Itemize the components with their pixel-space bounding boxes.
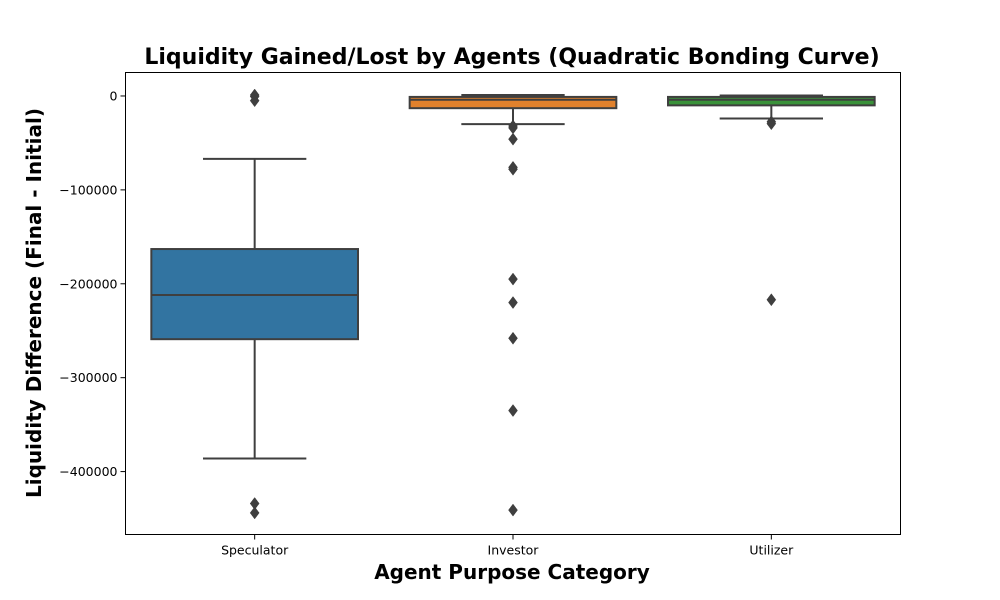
outlier-point-investor-6 (508, 296, 518, 309)
y-tick-label: −300000 (59, 370, 117, 385)
box-group-utilizer (667, 94, 876, 307)
outlier-point-investor-7 (508, 331, 518, 345)
chart-title: Liquidity Gained/Lost by Agents (Quadrat… (144, 45, 879, 70)
x-tick-label: Speculator (221, 543, 289, 558)
box-utilizer (667, 95, 876, 107)
y-tick-label: −100000 (59, 182, 117, 197)
plot-area (150, 88, 876, 520)
x-tick-label: Utilizer (749, 543, 794, 558)
x-axis-label: Agent Purpose Category (374, 560, 650, 584)
box-group-investor (408, 94, 618, 517)
y-tick-label: −200000 (59, 276, 117, 291)
outlier-point-utilizer-1 (766, 117, 777, 131)
x-axis: Speculator Investor Utilizer (221, 534, 794, 558)
outlier-point-investor-5 (508, 272, 518, 286)
outlier-point-investor-2 (508, 132, 518, 146)
outlier-point-speculator-4 (249, 506, 260, 520)
outlier-point-investor-4 (508, 162, 518, 176)
box-investor (408, 95, 618, 110)
x-tick-label: Investor (488, 543, 540, 558)
y-tick-label: −400000 (59, 464, 117, 479)
y-axis-label: Liquidity Difference (Final - Initial) (22, 108, 46, 498)
outlier-point-investor-9 (508, 503, 518, 517)
y-tick-label: 0 (110, 88, 118, 103)
outlier-point-speculator-2 (249, 94, 260, 108)
outlier-point-utilizer-2 (766, 293, 777, 307)
y-axis: 0 −100000 −200000 −300000 −400000 (59, 88, 126, 479)
box-group-speculator (150, 88, 359, 520)
outlier-point-investor-8 (508, 404, 518, 417)
